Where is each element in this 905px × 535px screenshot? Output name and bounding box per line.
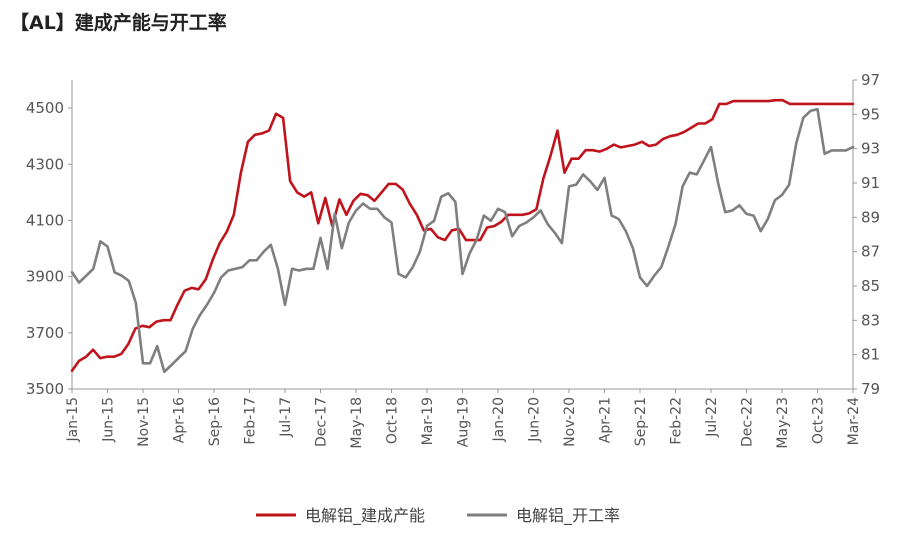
- series-group: [70, 98, 855, 374]
- y-left-tick-label: 3500: [26, 380, 64, 398]
- x-ticks: Jan-15 Jun-15 Nov-15 Apr-16 Sep-16 Feb-17 Jul-…: [65, 389, 862, 449]
- x-tick-label: Oct-18: [385, 397, 401, 444]
- x-tick-label: Sep-21: [633, 397, 649, 446]
- y-right-tick-label: 85: [861, 277, 880, 295]
- y-right-tick-label: 91: [861, 174, 880, 192]
- x-tick-label: Mar-24: [846, 397, 862, 445]
- x-tick-label: Jan-15: [65, 397, 81, 442]
- legend: 电解铝_建成产能 电解铝_开工率: [256, 506, 620, 526]
- x-tick-label: May-18: [349, 397, 365, 449]
- x-tick-label: Aug-19: [456, 397, 472, 447]
- x-tick-label: Jan-20: [491, 397, 507, 442]
- y-right-ticks: 79 81 83 85 87 89 91 93 95 97: [853, 71, 880, 398]
- x-tick-label: Nov-20: [562, 397, 578, 447]
- x-tick-label: Feb-17: [243, 397, 259, 445]
- x-tick-label: Jun-20: [527, 397, 543, 443]
- y-right-tick-label: 95: [861, 105, 880, 123]
- y-right-tick-label: 87: [861, 243, 880, 261]
- y-right-tick-label: 79: [861, 380, 880, 398]
- x-tick-label: Dec-17: [314, 397, 330, 447]
- y-left-tick-label: 3700: [26, 324, 64, 342]
- y-right-tick-label: 89: [861, 208, 880, 226]
- x-tick-label: Sep-16: [207, 397, 223, 446]
- y-right-tick-label: 93: [861, 140, 880, 158]
- x-tick-label: Nov-15: [136, 397, 152, 447]
- series-line-2: [70, 107, 855, 374]
- y-left-ticks: 3500 3700 3900 4100 4300 4500: [26, 99, 72, 398]
- x-tick-label: Apr-16: [172, 397, 188, 443]
- y-right-tick-label: 83: [861, 311, 880, 329]
- y-left-tick-label: 3900: [26, 268, 64, 286]
- x-tick-label: Oct-23: [811, 397, 827, 444]
- legend-label-1: 电解铝_建成产能: [305, 506, 425, 526]
- x-tick-label: Jun-15: [101, 397, 117, 443]
- y-right-tick-label: 97: [861, 71, 880, 89]
- x-tick-label: Apr-21: [598, 397, 614, 443]
- legend-label-2: 电解铝_开工率: [516, 506, 620, 526]
- y-left-tick-label: 4300: [26, 155, 64, 173]
- x-tick-label: Mar-19: [420, 397, 436, 445]
- y-left-tick-label: 4100: [26, 211, 64, 229]
- x-tick-label: Jul-17: [278, 397, 294, 438]
- x-tick-label: Jul-22: [704, 397, 720, 438]
- x-tick-label: Feb-22: [669, 397, 685, 445]
- y-left-tick-label: 4500: [26, 99, 64, 117]
- x-tick-label: Dec-22: [740, 397, 756, 447]
- x-tick-label: May-23: [775, 397, 791, 449]
- series-line-1: [70, 98, 855, 373]
- chart-title: 【AL】建成产能与开工率: [10, 12, 227, 34]
- y-right-tick-label: 81: [861, 346, 880, 364]
